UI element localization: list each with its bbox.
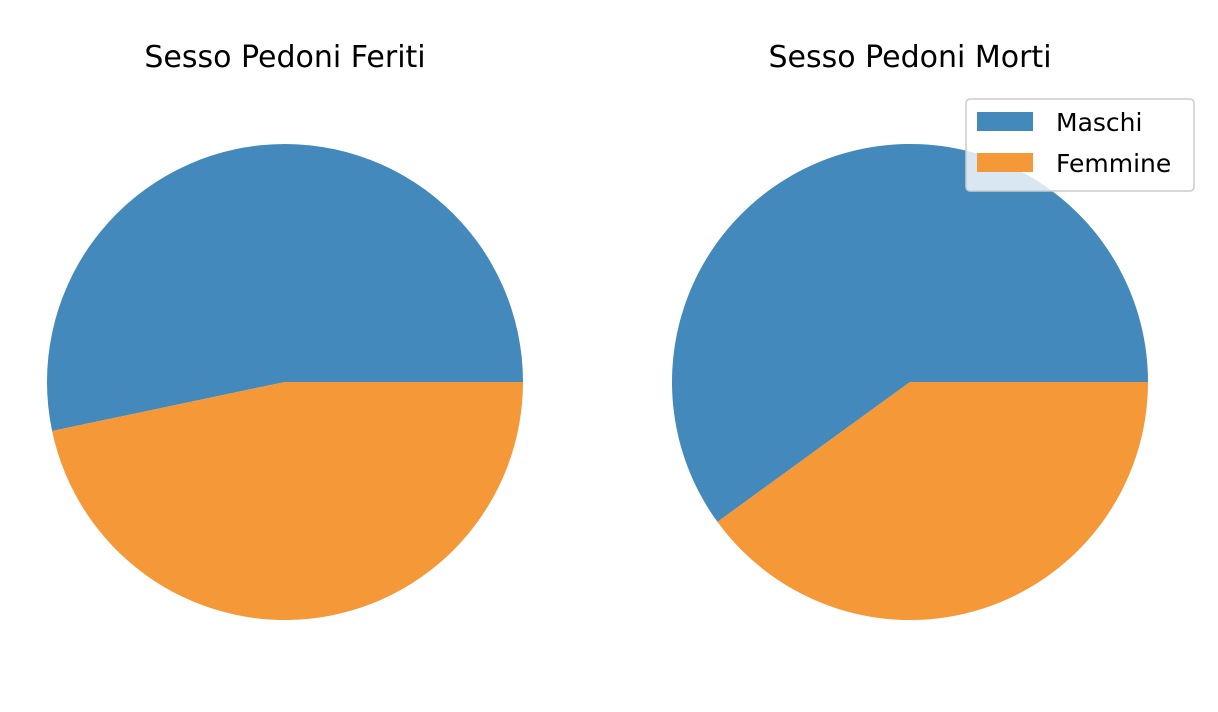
legend-label-femmine: Femmine (1056, 149, 1171, 178)
pie-slices-feriti (46, 144, 524, 620)
pie-chart-morti: Sesso Pedoni Morti (672, 40, 1148, 620)
legend: Maschi Femmine (965, 98, 1195, 192)
pie-slice-morti-femmine (717, 382, 1148, 620)
legend-swatch-maschi (977, 112, 1033, 131)
chart-title-feriti: Sesso Pedoni Feriti (144, 40, 425, 75)
legend-swatch-femmine (977, 153, 1033, 172)
pie-slices-morti (672, 144, 1148, 620)
pie-slice-feriti-maschi (46, 144, 524, 431)
legend-label-maschi: Maschi (1056, 108, 1142, 137)
chart-title-morti: Sesso Pedoni Morti (768, 40, 1051, 75)
pie-chart-feriti: Sesso Pedoni Feriti (46, 40, 524, 620)
pie-slice-feriti-femmine (52, 382, 523, 620)
pie-slice-morti-maschi (672, 144, 1148, 522)
